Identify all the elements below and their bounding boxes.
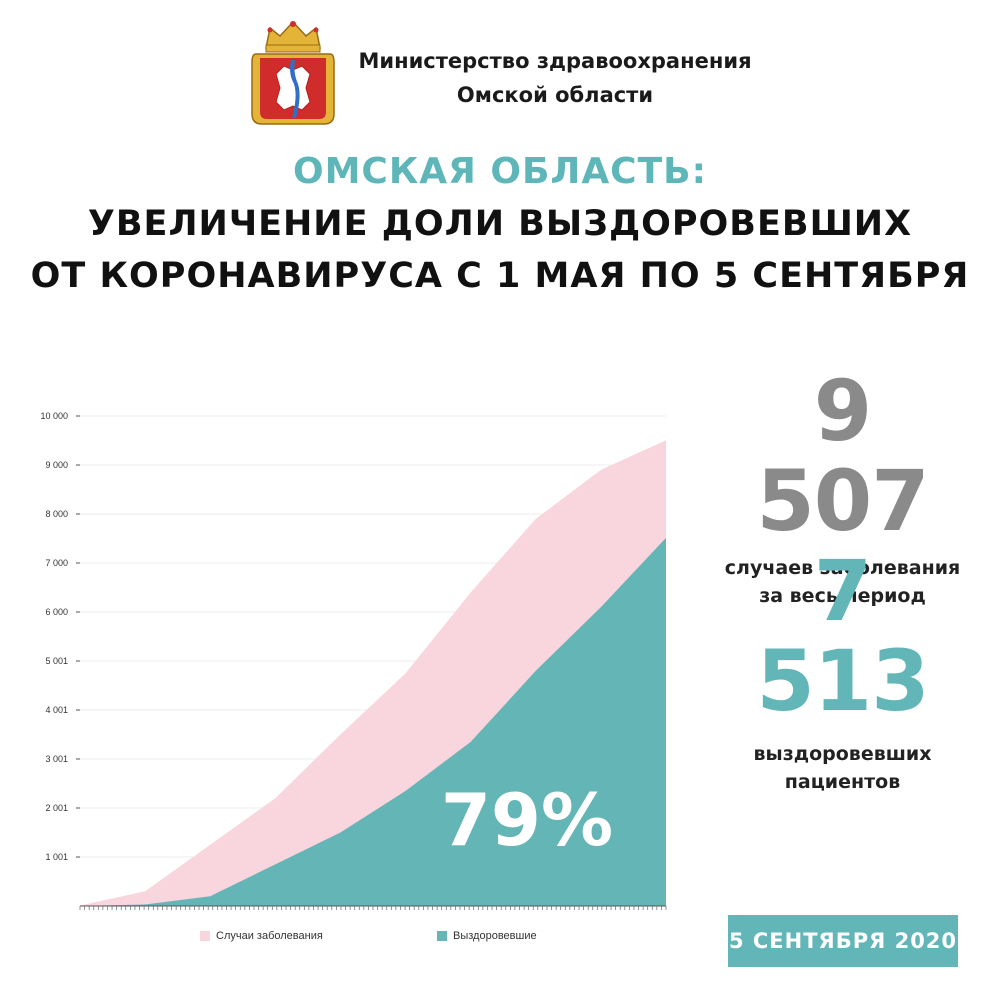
recovered-caption-2: пациентов [784, 771, 901, 793]
y-tick-label: 7 000 [45, 558, 68, 568]
y-tick-label: 3 001 [45, 754, 68, 764]
title-line-2: УВЕЛИЧЕНИЕ ДОЛИ ВЫЗДОРОВЕВШИХ [87, 204, 913, 244]
y-tick-label: 9 000 [45, 460, 68, 470]
recovered-stat: 7 513 выздоровевших пациентов [715, 546, 970, 796]
legend-label-recovered: Выздоровевшие [453, 930, 537, 942]
chart-grid [80, 415, 666, 858]
y-axis-ticks: 1 001 2 001 3 001 4 001 5 001 6 000 7 000 8 000… [40, 411, 80, 862]
legend-label-cases: Случаи заболевания [216, 930, 323, 942]
cases-caption-1: случаев заболевания [724, 557, 961, 579]
y-tick-label: 10 000 [40, 411, 68, 421]
ministry-line-2: Омской области [456, 83, 654, 107]
date-badge: 5 СЕНТЯБРЯ 2020 [728, 915, 958, 967]
recovered-count: 7 513 [756, 542, 929, 730]
y-tick-label: 8 000 [45, 509, 68, 519]
cases-caption-2: за весь период [759, 585, 926, 607]
legend-swatch-cases [200, 931, 210, 942]
title-region: ОМСКАЯ ОБЛАСТЬ: [292, 151, 707, 192]
recovered-percent-label: 79% [441, 778, 613, 862]
legend-item-cases: Случаи заболевания [200, 930, 323, 942]
page-title: ОМСКАЯ ОБЛАСТЬ: УВЕЛИЧЕНИЕ ДОЛИ ВЫЗДОРОВ… [0, 146, 1000, 302]
legend-item-recovered: Выздоровевшие [437, 930, 537, 942]
header: Министерство здравоохранения Омской обла… [248, 18, 768, 128]
y-tick-label: 1 001 [45, 852, 68, 862]
ministry-line-1: Министерство здравоохранения [358, 49, 752, 73]
y-tick-label: 6 000 [45, 607, 68, 617]
y-tick-label: 2 001 [45, 803, 68, 813]
recovered-area [80, 537, 666, 906]
cases-count: 9 507 [756, 362, 929, 550]
area-chart: 1 001 2 001 3 001 4 001 5 001 6 000 7 000 8 000… [40, 411, 667, 910]
cases-stat: 9 507 случаев заболевания за весь период [715, 366, 970, 610]
recovered-caption-1: выздоровевших [753, 743, 932, 765]
legend-swatch-recovered [437, 931, 447, 942]
y-tick-label: 5 001 [45, 656, 68, 666]
y-tick-label: 4 001 [45, 705, 68, 715]
ministry-name: Министерство здравоохранения Омской обла… [350, 44, 760, 112]
coat-of-arms-icon [251, 20, 335, 125]
x-axis-ticks [79, 905, 667, 910]
title-line-3: ОТ КОРОНАВИРУСА С 1 МАЯ ПО 5 СЕНТЯБРЯ [30, 256, 970, 296]
